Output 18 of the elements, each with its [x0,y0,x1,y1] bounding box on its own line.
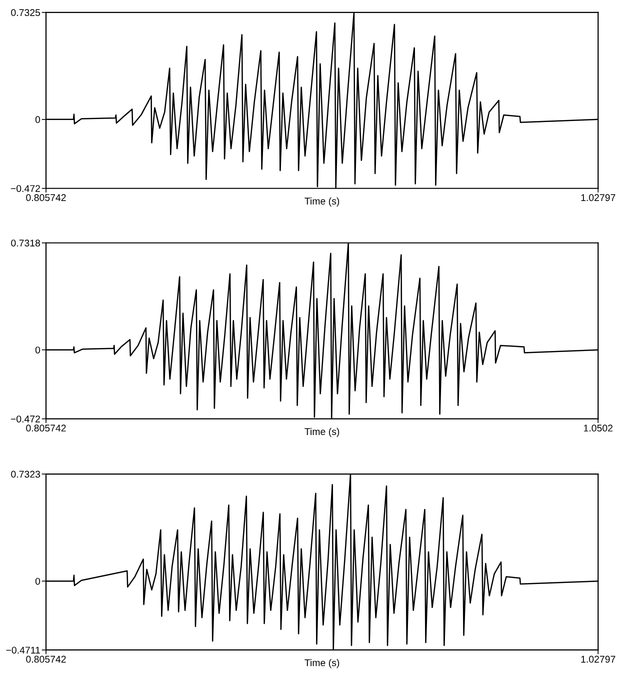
x-tick-label: 0.805742 [26,194,66,202]
y-tick-label: 0 [35,116,40,124]
y-tick-label: −0.472 [10,416,40,422]
x-axis-title: Time (s) [304,659,340,668]
x-tick-label: 0.805742 [26,656,66,663]
x-tick-label: 1.02797 [581,194,616,202]
y-tick-label: 0 [35,578,40,585]
x-axis-title: Time (s) [304,197,340,206]
y-tick-label: 0.7325 [11,9,40,16]
y-tick-label: 0.7318 [11,240,40,246]
x-axis-title: Time (s) [304,428,340,437]
x-tick-label: 0.805742 [26,424,66,432]
x-tick-label: 1.02797 [581,656,616,663]
y-tick-label: 0.7323 [11,470,40,478]
x-tick-label: 1.0502 [584,424,612,432]
y-tick-label: −0.4711 [6,646,40,654]
y-tick-label: −0.472 [10,185,40,192]
y-tick-label: 0 [35,346,40,354]
